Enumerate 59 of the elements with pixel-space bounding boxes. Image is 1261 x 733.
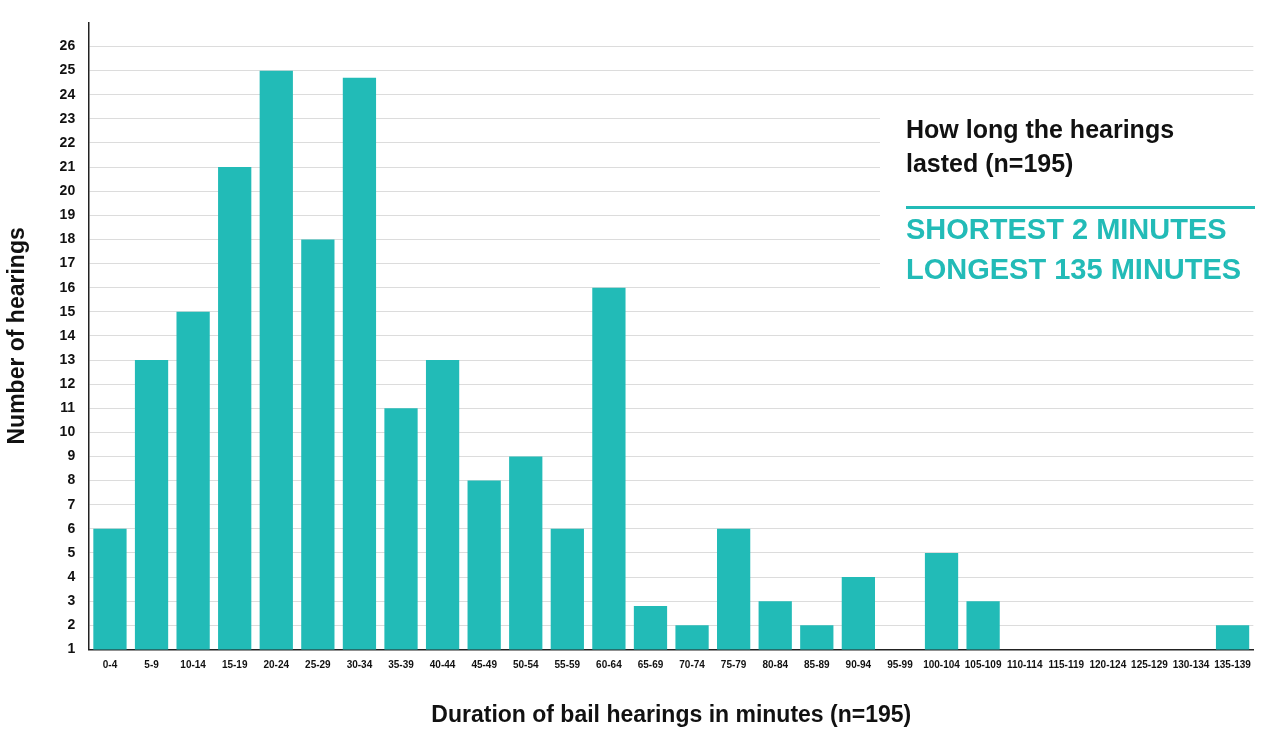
x-tick-label: 70-74 xyxy=(679,659,706,671)
x-tick-label: 85-89 xyxy=(804,659,831,671)
x-tick-label: 95-99 xyxy=(887,659,914,671)
x-tick-label: 5-9 xyxy=(144,659,160,671)
y-tick-label: 9 xyxy=(67,447,76,464)
y-tick-label: 23 xyxy=(59,109,76,126)
y-tick-label: 19 xyxy=(59,206,76,223)
x-tick-label: 50-54 xyxy=(512,659,539,671)
x-tick-label: 65-69 xyxy=(637,659,664,671)
y-tick-label: 3 xyxy=(67,592,76,609)
y-tick-label: 10 xyxy=(59,423,76,440)
y-tick-label: 14 xyxy=(59,326,76,343)
y-tick-label: 18 xyxy=(59,230,76,247)
x-tick-label: 45-49 xyxy=(471,659,498,671)
x-tick-label: 20-24 xyxy=(263,659,290,671)
x-tick-label: 75-79 xyxy=(720,659,747,671)
y-tick-label: 24 xyxy=(59,85,76,102)
x-tick-label: 115-119 xyxy=(1048,659,1085,671)
y-tick-label: 1 xyxy=(67,640,76,657)
x-tick-label: 40-44 xyxy=(429,659,456,671)
y-tick-label: 26 xyxy=(59,37,76,54)
x-tick-label: 105-109 xyxy=(964,659,1002,671)
y-tick-label: 11 xyxy=(60,399,76,416)
x-tick-label: 60-64 xyxy=(596,659,623,671)
x-tick-label: 10-14 xyxy=(180,659,207,671)
y-tick-label: 20 xyxy=(59,182,76,199)
y-tick-label: 13 xyxy=(59,350,76,367)
y-tick-label: 4 xyxy=(67,567,76,584)
y-tick-label: 6 xyxy=(67,519,76,536)
x-tick-label: 0-4 xyxy=(102,659,118,671)
y-tick-label: 2 xyxy=(67,616,76,633)
y-axis-title: Number of hearings xyxy=(3,227,30,445)
x-tick-label: 35-39 xyxy=(388,659,415,671)
y-tick-label: 16 xyxy=(59,278,76,295)
x-tick-label: 30-34 xyxy=(346,659,373,671)
x-tick-label: 25-29 xyxy=(305,659,332,671)
y-tick-label: 17 xyxy=(59,254,76,271)
y-tick-label: 25 xyxy=(59,61,76,78)
x-tick-label: 100-104 xyxy=(923,659,961,671)
x-tick-label: 15-19 xyxy=(221,659,248,671)
y-tick-label: 5 xyxy=(67,543,76,560)
annotation: SHORTEST 2 MINUTES xyxy=(906,212,1228,247)
x-tick-label: 55-59 xyxy=(554,659,581,671)
annotation: LONGEST 135 MINUTES xyxy=(906,252,1243,287)
y-tick-label: 8 xyxy=(67,471,76,488)
y-tick-label: 22 xyxy=(59,133,76,150)
x-tick-label: 120-124 xyxy=(1089,659,1127,671)
x-tick-label: 130-134 xyxy=(1172,659,1210,671)
y-tick-label: 7 xyxy=(67,495,76,512)
y-tick-label: 12 xyxy=(59,374,76,391)
x-tick-label: 135-139 xyxy=(1214,659,1252,671)
y-tick-label: 15 xyxy=(59,302,76,319)
x-tick-label: 80-84 xyxy=(762,659,789,671)
x-tick-label: 90-94 xyxy=(845,659,872,671)
x-axis-title: Duration of bail hearings in minutes (n=195) xyxy=(431,700,912,727)
x-tick-label: 110-114 xyxy=(1006,659,1043,671)
y-tick-label: 21 xyxy=(59,157,76,174)
text: How long the hearings lasted (n=195) xyxy=(906,114,1176,179)
x-tick-label: 125-129 xyxy=(1131,659,1169,671)
